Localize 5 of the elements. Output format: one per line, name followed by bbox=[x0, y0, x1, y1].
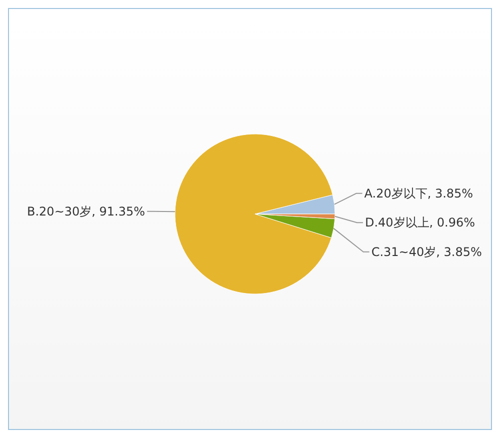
pie-slice bbox=[174, 134, 333, 294]
slice-label: C.31~40岁, 3.85% bbox=[371, 244, 482, 259]
slice-label: D.40岁以上, 0.96% bbox=[364, 216, 476, 230]
slice-label: A.20岁以下, 3.85% bbox=[364, 186, 474, 200]
slice-label: B.20~30岁, 91.35% bbox=[27, 204, 146, 218]
